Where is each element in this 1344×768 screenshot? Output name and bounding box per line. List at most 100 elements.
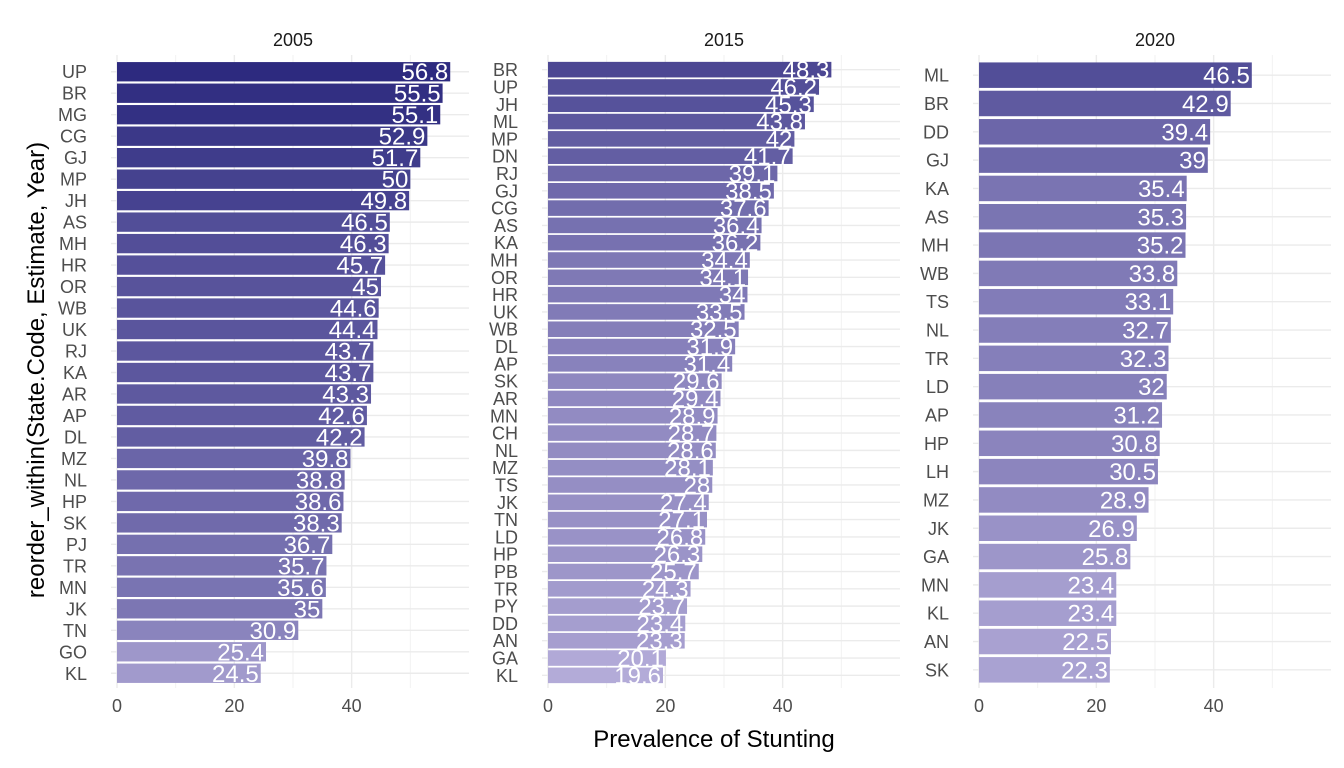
bar-DD xyxy=(979,119,1211,145)
bar-UP xyxy=(117,62,451,82)
category-label: SK xyxy=(63,513,87,533)
bar-GO xyxy=(117,642,267,662)
category-label: NL xyxy=(926,321,949,341)
bar-RJ xyxy=(548,165,778,182)
category-label: TR xyxy=(63,556,87,576)
category-label: AS xyxy=(494,216,518,236)
bar-AS xyxy=(548,217,762,234)
bar-value-label: 35.2 xyxy=(1137,233,1184,260)
bar-value-label: 31.2 xyxy=(1113,402,1160,429)
y-axis-title: reorder_within(State.Code, Estimate, Yea… xyxy=(23,142,50,598)
bar-NL xyxy=(548,442,716,459)
category-label: JK xyxy=(66,599,87,619)
bar-AN xyxy=(548,632,685,649)
bar-LD xyxy=(979,373,1167,400)
x-tick-label: 0 xyxy=(112,696,122,716)
category-label: PY xyxy=(494,597,518,617)
bar-value-label: 38.6 xyxy=(295,489,342,516)
bar-GJ xyxy=(117,148,421,168)
bar-MN xyxy=(117,577,326,597)
category-label: MH xyxy=(490,251,518,271)
bar-value-label: 30.9 xyxy=(250,618,297,645)
bar-value-label: 32 xyxy=(1138,374,1165,401)
bar-value-label: 33.8 xyxy=(1129,261,1176,288)
bar-KA xyxy=(979,175,1187,202)
category-label: WB xyxy=(489,320,518,340)
x-tick-label: 20 xyxy=(1086,696,1106,716)
bar-TS xyxy=(548,477,713,493)
bar-value-label: 22.3 xyxy=(1061,657,1108,684)
bar-JK xyxy=(117,599,323,619)
bar-PJ xyxy=(117,534,333,555)
category-label: GJ xyxy=(495,181,518,201)
category-label: DL xyxy=(495,337,518,357)
bar-value-label: 24.5 xyxy=(212,661,259,688)
bar-BR xyxy=(548,61,832,78)
bar-MH xyxy=(979,232,1186,258)
category-label: HP xyxy=(924,434,949,454)
category-label: BR xyxy=(62,84,87,104)
bar-KL xyxy=(979,600,1117,626)
category-label: KL xyxy=(65,664,87,684)
category-label: MP xyxy=(491,129,518,149)
category-label: UP xyxy=(493,77,518,97)
category-label: AP xyxy=(925,405,949,425)
bar-value-label: 50 xyxy=(382,167,409,194)
category-label: DN xyxy=(492,147,518,167)
category-label: MN xyxy=(921,575,949,595)
category-label: WB xyxy=(920,264,949,284)
bar-value-label: 30.5 xyxy=(1109,459,1156,486)
category-label: MZ xyxy=(923,490,949,510)
x-tick-label: 40 xyxy=(773,696,793,716)
x-tick-label: 0 xyxy=(543,696,553,716)
category-label: CG xyxy=(491,199,518,219)
category-label: GA xyxy=(923,547,949,567)
bar-DL xyxy=(548,338,736,355)
bar-value-label: 25.8 xyxy=(1082,544,1129,571)
bar-value-label: 33.1 xyxy=(1124,289,1171,316)
category-label: TS xyxy=(926,292,949,312)
bar-value-label: 46.5 xyxy=(1203,63,1250,90)
category-label: MN xyxy=(490,406,518,426)
category-label: JH xyxy=(496,95,518,115)
category-label: DD xyxy=(492,614,518,634)
bar-MH xyxy=(117,233,389,254)
bar-value-label: 38.8 xyxy=(296,467,343,494)
bar-AR xyxy=(548,390,721,407)
bar-TN xyxy=(117,620,299,640)
bar-value-label: 42.6 xyxy=(318,403,365,430)
category-label: LH xyxy=(926,462,949,482)
bar-AN xyxy=(979,628,1111,655)
category-label: JK xyxy=(497,493,518,513)
bar-value-label: 25.4 xyxy=(217,639,264,666)
bar-CG xyxy=(548,200,769,216)
bar-OR xyxy=(117,276,381,297)
bar-value-label: 35.6 xyxy=(277,575,324,602)
category-label: AP xyxy=(494,354,518,374)
bar-SK xyxy=(548,373,722,389)
category-label: NL xyxy=(495,441,518,461)
bar-DD xyxy=(548,615,686,632)
category-label: HR xyxy=(61,256,87,276)
bar-GA xyxy=(979,543,1131,570)
bar-BR xyxy=(117,83,443,103)
category-label: SK xyxy=(925,660,949,680)
category-label: KA xyxy=(63,363,87,383)
bar-MH xyxy=(548,252,750,268)
category-label: GA xyxy=(492,649,518,669)
bar-value-label: 39.4 xyxy=(1161,119,1208,146)
category-label: MG xyxy=(58,105,87,125)
bar-MZ xyxy=(548,459,713,476)
category-label: RJ xyxy=(65,342,87,362)
category-label: AR xyxy=(62,384,87,404)
category-label: GJ xyxy=(64,148,87,168)
bar-value-label: 30.8 xyxy=(1111,431,1158,458)
bar-LD xyxy=(548,529,706,545)
bar-HP xyxy=(117,491,344,512)
bar-AP xyxy=(117,405,367,426)
category-label: ML xyxy=(924,66,949,86)
bar-CH xyxy=(548,425,717,441)
bar-TS xyxy=(979,288,1174,315)
bar-value-label: 28.9 xyxy=(1100,487,1147,514)
bar-value-label: 56.8 xyxy=(402,59,449,86)
